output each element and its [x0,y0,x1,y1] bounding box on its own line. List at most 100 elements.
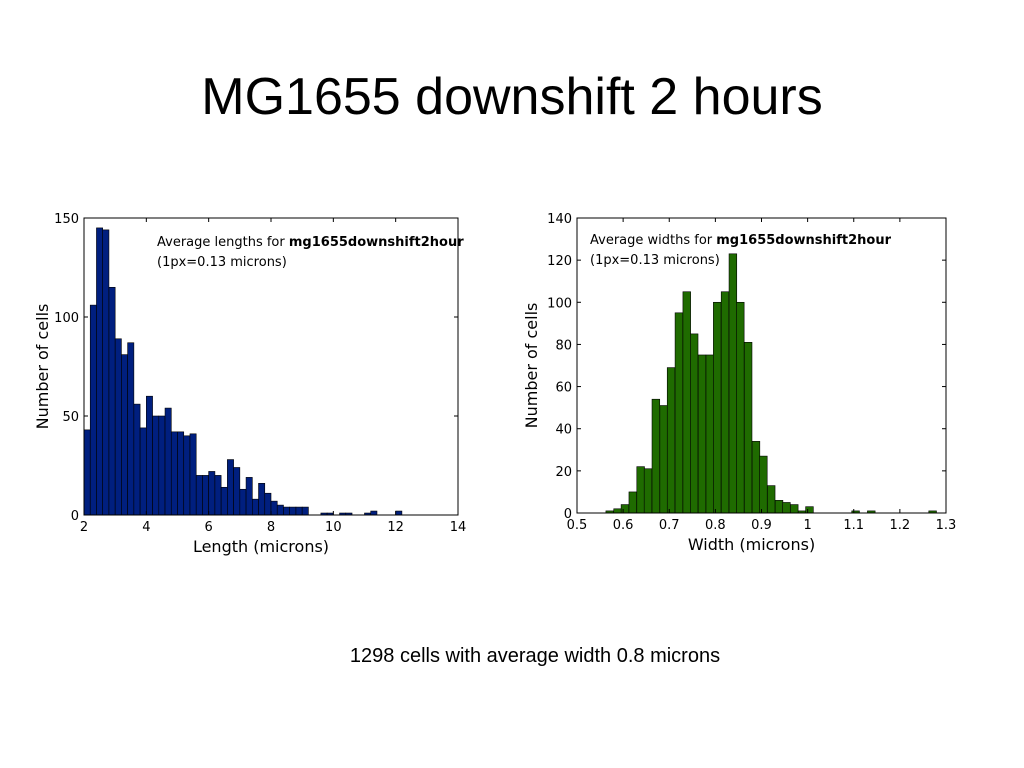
x-axis-label: Length (microns) [193,537,329,556]
histogram-bar [697,354,707,514]
histogram-bar [233,467,241,516]
y-tick-label: 60 [555,381,572,396]
y-tick-label: 100 [54,311,79,326]
histogram-bar [214,475,222,516]
histogram-bar [183,435,191,516]
histogram-bar [139,427,147,516]
x-tick-label: 1.3 [936,518,957,533]
histogram-bar [245,477,253,516]
y-tick-label: 0 [564,507,572,522]
histogram-bar [239,488,247,516]
histogram-bar [158,415,166,516]
histogram-bar [767,485,776,514]
histogram-bar [96,227,104,516]
histogram-bar [264,492,272,516]
slide-caption: 1298 cells with average width 0.8 micron… [349,645,721,667]
slide-title: MG1655 downshift 2 hours [201,68,823,126]
y-tick-label: 100 [547,296,572,311]
histogram-bar [102,229,110,516]
x-tick-label: 10 [325,520,342,535]
histogram-bar [83,429,91,516]
x-tick-label: 0.8 [705,518,726,533]
x-tick-label: 1.2 [890,518,911,533]
histogram-bar [790,504,799,514]
histogram-bar [270,500,278,516]
histogram-bar [108,286,116,516]
y-tick-label: 20 [555,465,572,480]
histogram-bar [89,304,97,516]
histogram-bar [651,398,661,514]
histogram-bar [682,291,691,514]
histogram-bar [643,468,653,514]
x-tick-label: 6 [205,520,213,535]
histogram-bar [395,510,403,516]
histogram-bar [659,405,668,514]
histogram-bar [133,403,141,516]
histogram-bar [774,500,784,514]
chart-annotation-scale: (1px=0.13 microns) [590,253,720,268]
x-tick-label: 4 [142,520,150,535]
histogram-bar [736,301,745,514]
chart-annotation-scale: (1px=0.13 microns) [157,255,287,270]
y-tick-label: 50 [62,410,79,425]
chart-annotation: Average widths for mg1655downshift2hour [590,233,892,248]
histogram-bar [202,475,209,516]
y-tick-label: 120 [547,254,572,269]
histogram-bar [705,354,714,514]
x-tick-label: 8 [267,520,275,535]
histogram-bar [152,415,160,516]
width-histogram: 0.5 0.6 0.7 0.8 0.9 1 1.1 1.2 1.3 0 20 40 60 80 100 120… [522,212,956,554]
histogram-bar [636,466,645,514]
histogram-bar [177,431,185,516]
x-tick-label: 1 [803,518,811,533]
x-tick-label: 2 [80,520,88,535]
histogram-bar [751,441,761,514]
histogram-bar [252,498,259,516]
y-tick-label: 140 [547,212,572,227]
y-axis-label: Number of cells [33,304,52,430]
histogram-bar [195,475,203,516]
histogram-bar [713,301,722,514]
histogram-bar [782,502,791,514]
histogram-bar [170,431,178,516]
histogram-bar [283,506,291,516]
histogram-bar [720,291,730,514]
histogram-bar [728,253,738,514]
length-histogram: 2 4 6 8 10 12 14 0 50 100 150 Length (microns) Numbe… [33,212,466,556]
histogram-bar [146,395,153,516]
histogram-bar [208,471,216,516]
chart-annotation: Average lengths for mg1655downshift2hour [157,235,464,250]
histogram-bar [690,333,699,514]
x-tick-label: 14 [450,520,467,535]
histogram-bar [370,510,378,516]
y-tick-label: 0 [71,509,79,524]
y-axis-label: Number of cells [522,303,541,429]
histogram-bar [114,338,122,516]
histogram-bar [628,491,637,514]
y-tick-label: 150 [54,212,79,227]
histogram-bar [805,506,814,514]
histogram-bar [189,433,197,516]
histogram-bar [127,342,135,516]
x-axis-label: Width (microns) [688,535,815,554]
histogram-bar [276,504,284,516]
x-tick-label: 0.9 [751,518,772,533]
x-tick-label: 0.7 [659,518,680,533]
histogram-bar [620,504,630,514]
histogram-bar [295,506,303,516]
histogram-bar [743,342,753,514]
y-tick-label: 80 [555,338,572,353]
x-tick-label: 1.1 [843,518,864,533]
histogram-bar [674,312,684,514]
histogram-bar [258,483,266,516]
histogram-bar [289,506,297,516]
x-tick-label: 0.6 [613,518,634,533]
histogram-bar [613,508,622,514]
y-tick-label: 40 [555,423,572,438]
x-tick-label: 12 [387,520,404,535]
x-tick-label: 0.5 [567,518,588,533]
histogram-bar [759,455,768,514]
histogram-bar [121,354,128,516]
histogram-bar [227,459,234,516]
